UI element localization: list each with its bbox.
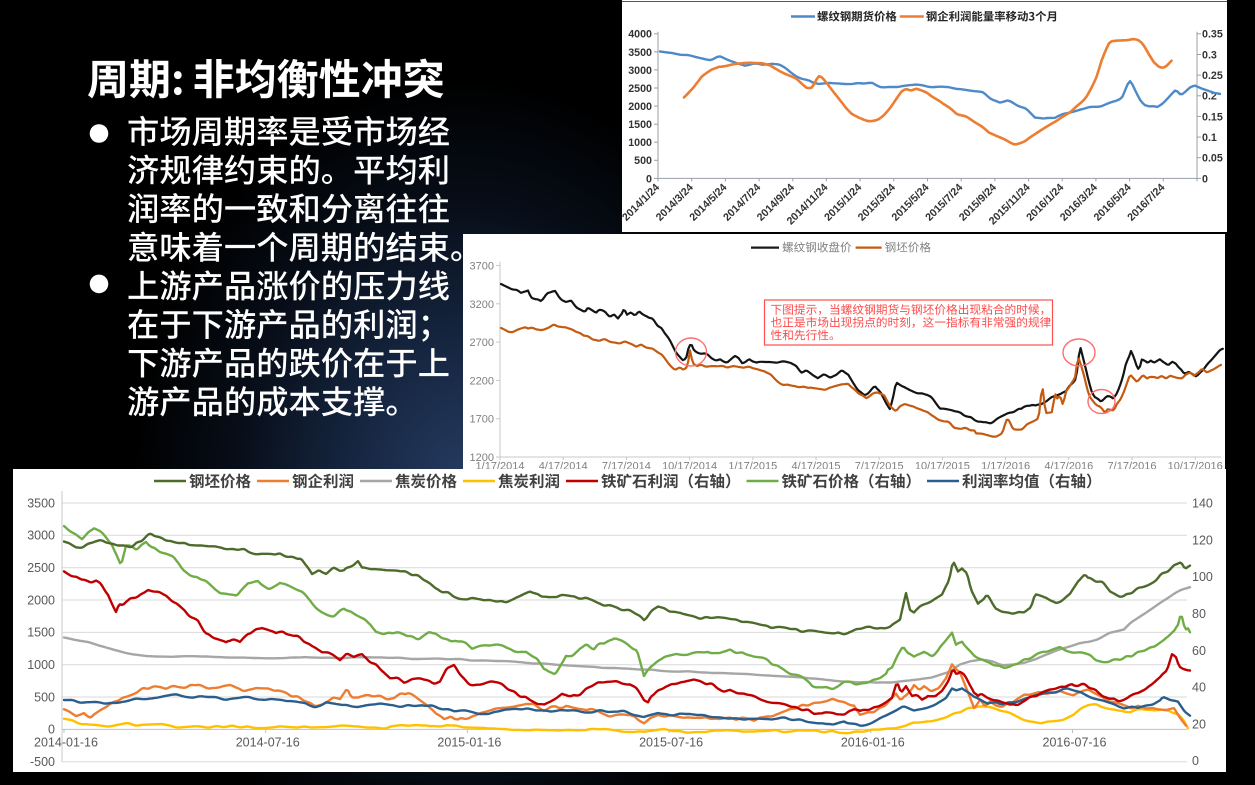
svg-text:2014-07-16: 2014-07-16	[236, 736, 300, 750]
svg-text:2500: 2500	[628, 83, 652, 95]
svg-text:-500: -500	[30, 755, 55, 769]
svg-text:4/17/2015: 4/17/2015	[792, 461, 841, 473]
svg-text:7/17/2016: 7/17/2016	[1108, 461, 1157, 473]
svg-text:0.25: 0.25	[1202, 70, 1223, 82]
svg-text:1700: 1700	[470, 414, 494, 426]
svg-text:500: 500	[634, 155, 652, 167]
svg-text:10/17/2014: 10/17/2014	[662, 461, 717, 473]
svg-text:2500: 2500	[27, 561, 55, 575]
svg-text:20: 20	[1192, 717, 1206, 731]
svg-text:4000: 4000	[628, 29, 652, 41]
svg-text:0: 0	[1202, 173, 1208, 185]
svg-text:1000: 1000	[27, 658, 55, 672]
svg-text:2000: 2000	[628, 101, 652, 113]
svg-text:3000: 3000	[628, 65, 652, 77]
svg-text:3000: 3000	[27, 529, 55, 543]
svg-text:3700: 3700	[470, 261, 494, 273]
svg-text:0.1: 0.1	[1202, 132, 1217, 144]
svg-text:0: 0	[1192, 754, 1199, 768]
svg-text:140: 140	[1192, 497, 1213, 511]
svg-text:1/17/2014: 1/17/2014	[476, 461, 525, 473]
svg-text:3200: 3200	[470, 299, 494, 311]
svg-text:10/17/2015: 10/17/2015	[915, 461, 970, 473]
svg-text:1000: 1000	[628, 137, 652, 149]
svg-text:4/17/2014: 4/17/2014	[539, 461, 588, 473]
svg-text:1/17/2016: 1/17/2016	[981, 461, 1030, 473]
svg-text:1/17/2015: 1/17/2015	[728, 461, 777, 473]
svg-text:7/17/2015: 7/17/2015	[855, 461, 904, 473]
svg-text:2200: 2200	[470, 375, 494, 387]
svg-text:80: 80	[1192, 607, 1206, 621]
svg-text:60: 60	[1192, 644, 1206, 658]
svg-text:0.35: 0.35	[1202, 29, 1223, 41]
svg-text:1500: 1500	[27, 626, 55, 640]
svg-text:3500: 3500	[628, 47, 652, 59]
svg-text:2016-01-16: 2016-01-16	[841, 736, 905, 750]
svg-text:2015-07-16: 2015-07-16	[639, 736, 703, 750]
svg-text:120: 120	[1192, 533, 1213, 547]
svg-text:2700: 2700	[470, 337, 494, 349]
svg-text:2000: 2000	[27, 593, 55, 607]
svg-text:7/17/2014: 7/17/2014	[602, 461, 651, 473]
svg-text:500: 500	[34, 690, 55, 704]
svg-text:0.05: 0.05	[1202, 153, 1223, 165]
svg-text:0.3: 0.3	[1202, 49, 1217, 61]
svg-text:4/17/2016: 4/17/2016	[1044, 461, 1093, 473]
svg-text:1200: 1200	[470, 452, 494, 464]
svg-text:100: 100	[1192, 570, 1213, 584]
svg-text:2016-07-16: 2016-07-16	[1043, 736, 1107, 750]
svg-text:2014-01-16: 2014-01-16	[34, 736, 98, 750]
svg-text:40: 40	[1192, 681, 1206, 695]
svg-text:0: 0	[48, 723, 55, 737]
svg-text:10/17/2016: 10/17/2016	[1168, 461, 1223, 473]
svg-text:1500: 1500	[628, 119, 652, 131]
svg-text:3500: 3500	[27, 496, 55, 510]
svg-text:0.15: 0.15	[1202, 111, 1223, 123]
svg-text:0: 0	[646, 173, 652, 185]
svg-text:2015-01-16: 2015-01-16	[437, 736, 501, 750]
